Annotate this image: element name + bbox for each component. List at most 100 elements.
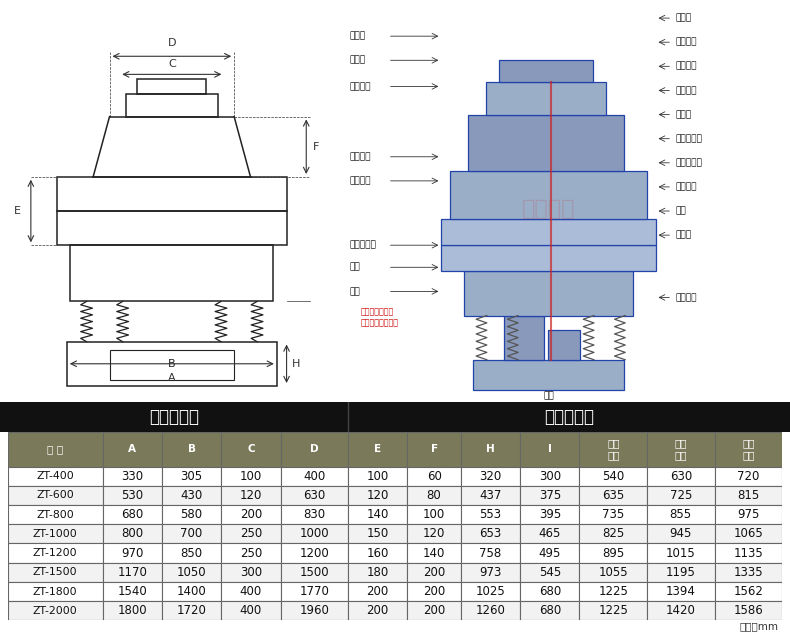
Bar	[162, 467, 221, 486]
Text: 下部重锤: 下部重锤	[675, 293, 697, 302]
Bar	[715, 601, 782, 620]
Text: 120: 120	[423, 527, 446, 541]
Text: 一般结构图: 一般结构图	[544, 408, 594, 426]
Text: 250: 250	[239, 546, 262, 560]
Text: D: D	[167, 38, 176, 48]
Text: A: A	[128, 444, 136, 454]
Bar	[103, 524, 162, 544]
Bar	[162, 486, 221, 505]
Bar	[348, 467, 408, 486]
Text: 电动机: 电动机	[675, 230, 692, 240]
Bar	[520, 524, 580, 544]
Text: D: D	[310, 444, 318, 454]
Text: 1260: 1260	[476, 605, 506, 617]
Text: 400: 400	[239, 585, 262, 598]
Text: 1394: 1394	[666, 585, 696, 598]
Bar	[280, 544, 348, 563]
Text: 815: 815	[737, 489, 759, 502]
Text: 800: 800	[121, 527, 143, 541]
Text: 465: 465	[539, 527, 561, 541]
Text: 1170: 1170	[118, 566, 147, 579]
Text: 200: 200	[423, 566, 446, 579]
Text: 1720: 1720	[177, 605, 206, 617]
Text: 振泰机械: 振泰机械	[521, 199, 575, 219]
Text: 顶部框架: 顶部框架	[350, 82, 371, 91]
Text: 三层
高度: 三层 高度	[742, 439, 754, 460]
Text: 725: 725	[670, 489, 692, 502]
Bar	[348, 544, 408, 563]
Text: 防尘盖: 防尘盖	[350, 32, 366, 41]
Bar	[520, 601, 580, 620]
Bar	[57, 211, 287, 245]
Bar	[580, 486, 647, 505]
Text: 压紧环: 压紧环	[350, 56, 366, 65]
Text: 630: 630	[303, 489, 325, 502]
Bar	[408, 601, 461, 620]
Text: 150: 150	[367, 527, 389, 541]
Text: 辅助筛网: 辅助筛网	[675, 62, 697, 71]
Bar	[520, 563, 580, 582]
Bar	[647, 432, 715, 467]
Text: 635: 635	[602, 489, 624, 502]
Text: 970: 970	[121, 546, 144, 560]
Text: 1420: 1420	[666, 605, 696, 617]
Bar	[221, 524, 280, 544]
Bar	[8, 544, 103, 563]
Bar	[520, 432, 580, 467]
Text: 680: 680	[539, 585, 561, 598]
Text: 300: 300	[240, 566, 262, 579]
Text: 530: 530	[121, 489, 143, 502]
Bar	[461, 505, 520, 524]
Bar	[468, 115, 624, 171]
Text: ZT-1500: ZT-1500	[33, 567, 77, 577]
Bar	[221, 467, 280, 486]
Bar	[8, 486, 103, 505]
Text: 中部框架: 中部框架	[350, 153, 371, 161]
Text: 330: 330	[121, 470, 143, 483]
Bar	[162, 544, 221, 563]
Text: 305: 305	[180, 470, 202, 483]
Bar	[464, 272, 634, 315]
Bar	[580, 467, 647, 486]
Bar	[348, 601, 408, 620]
Text: 辅助筛网: 辅助筛网	[675, 38, 697, 47]
Text: ZT-400: ZT-400	[36, 471, 74, 481]
Bar	[103, 563, 162, 582]
Text: 额外重锤板: 额外重锤板	[675, 158, 702, 167]
Bar	[280, 505, 348, 524]
Bar	[647, 544, 715, 563]
Bar	[504, 315, 544, 360]
Text: 1000: 1000	[299, 527, 329, 541]
Bar	[348, 505, 408, 524]
Text: 1200: 1200	[299, 546, 329, 560]
Text: 830: 830	[303, 508, 325, 521]
Text: F: F	[431, 444, 438, 454]
Text: 973: 973	[480, 566, 502, 579]
Text: 580: 580	[180, 508, 202, 521]
Text: 320: 320	[480, 470, 502, 483]
Text: 橡胶球: 橡胶球	[675, 110, 692, 119]
Bar	[520, 505, 580, 524]
Text: E: E	[374, 444, 382, 454]
Bar	[520, 544, 580, 563]
Bar	[580, 582, 647, 601]
Text: 底座: 底座	[543, 391, 554, 400]
Bar	[715, 432, 782, 467]
Bar	[580, 544, 647, 563]
Bar	[348, 524, 408, 544]
Text: 1586: 1586	[733, 605, 763, 617]
Text: 160: 160	[367, 546, 389, 560]
Text: 筛网法兰: 筛网法兰	[675, 86, 697, 95]
Text: 1050: 1050	[177, 566, 206, 579]
Bar	[408, 544, 461, 563]
Text: 1225: 1225	[598, 585, 628, 598]
Bar	[715, 563, 782, 582]
Text: 400: 400	[239, 605, 262, 617]
Text: 680: 680	[539, 605, 561, 617]
Text: 945: 945	[670, 527, 692, 541]
Text: 弹簧: 弹簧	[350, 287, 360, 296]
Bar	[221, 582, 280, 601]
Bar	[8, 563, 103, 582]
Bar	[715, 505, 782, 524]
Text: 小尺寸排料: 小尺寸排料	[350, 241, 377, 249]
